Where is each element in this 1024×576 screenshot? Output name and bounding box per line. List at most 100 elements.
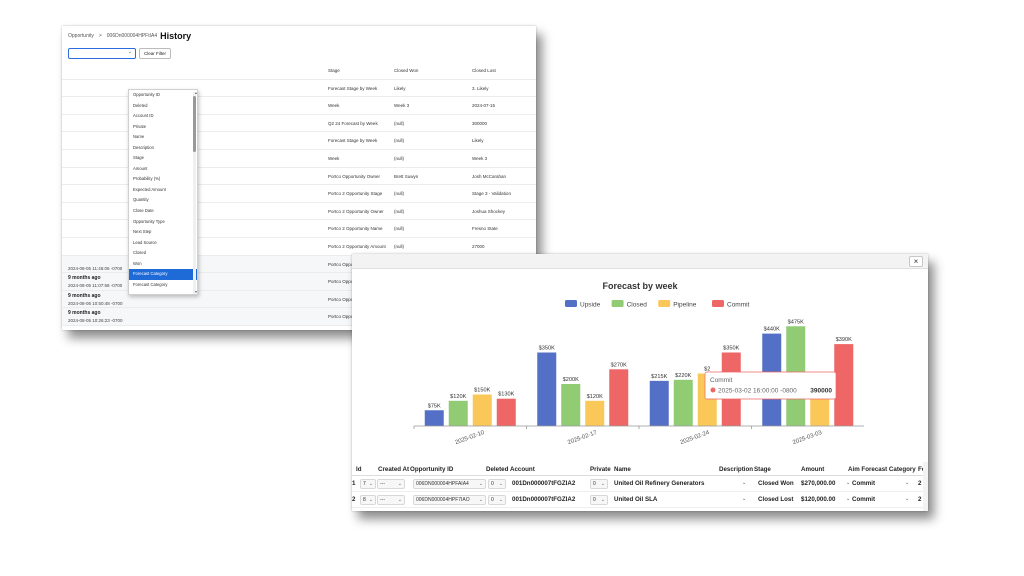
close-button[interactable]: ×	[909, 256, 923, 267]
bar-commit[interactable]	[834, 344, 854, 426]
history-row-field: Week	[328, 103, 340, 109]
bar-pipeline[interactable]	[585, 400, 605, 426]
chevron-down-icon[interactable]: ⌄	[600, 481, 605, 487]
legend-swatch[interactable]	[565, 300, 577, 307]
bar-upside[interactable]	[649, 380, 669, 426]
grid-header-cell[interactable]: Description	[719, 466, 754, 473]
private-field[interactable]: 0 ⌄	[590, 495, 608, 505]
dropdown-option[interactable]: Expected Amount	[133, 186, 166, 192]
chevron-down-icon[interactable]: ⌄	[368, 497, 373, 503]
dropdown-option[interactable]: Private	[133, 123, 147, 129]
bar-data-label: $390K	[836, 337, 852, 343]
dropdown-scroll-thumb[interactable]	[193, 96, 196, 152]
grid-header-cell[interactable]: Id	[356, 466, 362, 473]
history-row-date: 2024-08-05 10:26:23 -0700	[68, 318, 123, 324]
legend-label[interactable]: Commit	[727, 302, 750, 309]
deleted-field[interactable]: 0 ⌄	[488, 495, 506, 505]
dropdown-option[interactable]: Next Step	[133, 229, 152, 235]
dropdown-option[interactable]: Won	[133, 260, 142, 266]
grid-header-cell[interactable]: Created At	[378, 466, 410, 473]
bar-upside[interactable]	[537, 352, 557, 427]
bar-upside[interactable]	[424, 410, 444, 426]
bar-commit[interactable]	[496, 398, 516, 426]
dropdown-option[interactable]: Stage	[133, 155, 144, 161]
grid-header-cell[interactable]: Account	[510, 466, 535, 473]
history-row-old-value: (null)	[394, 226, 405, 232]
field-dropdown-list[interactable]: Opportunity ID Deleted Account ID Private Na…	[128, 89, 198, 295]
breadcrumb-separator: >	[98, 33, 102, 39]
grid-header-cell[interactable]: Name	[614, 466, 631, 473]
grid-header-cell[interactable]: Stage	[754, 466, 771, 473]
dropdown-option[interactable]: Account ID	[133, 113, 154, 119]
id-field[interactable]: 8 ⌄	[360, 495, 376, 505]
dropdown-option[interactable]: Quantity	[133, 197, 149, 203]
chart-legend[interactable]: Upside Closed Pipeline Commit	[565, 300, 750, 309]
grid-header-cell[interactable]: Amount	[801, 466, 825, 473]
legend-swatch[interactable]	[611, 300, 624, 307]
stage-value: Closed Won	[758, 480, 794, 487]
grid-header-cell[interactable]: Opportunity ID	[410, 466, 454, 473]
opportunity-id-field[interactable]: 006DN000004HPFAIA4 ⌄	[413, 479, 486, 489]
legend-swatch[interactable]	[658, 300, 671, 307]
dropdown-option[interactable]: Opportunity Type	[133, 218, 165, 224]
chevron-down-icon[interactable]: ⌄	[905, 496, 910, 502]
grid-scrollbar[interactable]	[923, 462, 928, 511]
dropdown-option[interactable]: Name	[133, 134, 145, 140]
legend-label[interactable]: Closed	[627, 302, 648, 309]
dropdown-option[interactable]: Closed	[133, 250, 147, 256]
dropdown-option[interactable]: Opportunity ID	[133, 92, 160, 97]
created-at-field-value: ---	[380, 481, 385, 487]
deleted-field[interactable]: 0 ⌄	[488, 479, 506, 489]
chevron-down-icon[interactable]: ⌄	[846, 480, 851, 486]
legend-swatch[interactable]	[712, 300, 724, 307]
id-field[interactable]: 7 ⌄	[360, 479, 376, 489]
clear-filter-button[interactable]: Clear Filter	[139, 48, 172, 59]
chevron-down-icon[interactable]: ⌄	[742, 480, 747, 486]
bar-closed[interactable]	[561, 384, 581, 426]
grid-row[interactable]: 1 7 ⌄ --- ⌄ 006DN000004HPFAIA4 ⌄ 0 ⌄ 001Dn000007t…	[352, 476, 928, 492]
chevron-down-icon[interactable]: ⌄	[600, 497, 605, 503]
scroll-up-icon[interactable]: ▴	[194, 90, 197, 95]
chevron-down-icon[interactable]: ⌄	[742, 496, 747, 502]
breadcrumb-record[interactable]: 006Dn000004HPFtIA4	[106, 33, 158, 39]
field-filter-select[interactable]: ⌄	[68, 48, 136, 59]
bar-closed[interactable]	[448, 400, 468, 426]
dropdown-option[interactable]: Deleted	[133, 102, 148, 108]
breadcrumb-root[interactable]: Opportunity	[68, 33, 94, 39]
bar-data-label: $475K	[788, 319, 804, 325]
grid-header-cell[interactable]: Deleted	[486, 466, 509, 473]
bar-pipeline[interactable]	[472, 394, 492, 427]
legend-label[interactable]: Pipeline	[673, 302, 697, 309]
created-at-field[interactable]: --- ⌄	[377, 479, 405, 489]
grid-header-cell[interactable]: Private	[590, 466, 611, 473]
dropdown-option[interactable]: Forecast Category	[129, 269, 197, 280]
dropdown-option[interactable]: Lead Source	[133, 239, 157, 245]
opportunity-id-field[interactable]: 006DN000004HPF7IAO ⌄	[413, 495, 486, 505]
chevron-down-icon[interactable]: ⌄	[478, 481, 483, 487]
dropdown-scrollbar[interactable]	[193, 92, 196, 294]
chevron-down-icon[interactable]: ⌄	[498, 481, 503, 487]
chevron-down-icon[interactable]: ⌄	[478, 497, 483, 503]
chevron-down-icon[interactable]: ⌄	[905, 480, 910, 486]
dropdown-option[interactable]: Probability (%)	[133, 176, 161, 182]
dropdown-option[interactable]: Description	[133, 144, 154, 150]
chevron-down-icon[interactable]: ⌄	[397, 497, 402, 503]
created-at-field[interactable]: --- ⌄	[377, 495, 405, 505]
chevron-down-icon[interactable]: ⌄	[498, 497, 503, 503]
chevron-down-icon[interactable]: ⌄	[397, 481, 402, 487]
scroll-down-icon[interactable]: ▾	[194, 289, 197, 294]
legend-label[interactable]: Upside	[580, 302, 601, 309]
created-at-field-value: ---	[380, 497, 385, 503]
bar-commit[interactable]	[609, 369, 629, 426]
dropdown-option[interactable]: Close Date	[133, 208, 154, 214]
dropdown-option[interactable]: Forecast Category	[133, 281, 168, 287]
chevron-down-icon[interactable]: ⌄	[846, 496, 851, 502]
grid-header-cell[interactable]: Fo	[918, 466, 926, 473]
dropdown-option[interactable]: Amount	[133, 165, 148, 171]
grid-header-cell[interactable]: Aim Forecast Category	[848, 466, 916, 473]
bar-closed[interactable]	[673, 379, 693, 426]
private-field[interactable]: 0 ⌄	[590, 479, 608, 489]
grid-row[interactable]: 2 8 ⌄ --- ⌄ 006DN000004HPF7IAO ⌄ 0 ⌄ 001Dn000007t…	[352, 492, 928, 508]
chevron-down-icon: ⌄	[127, 49, 132, 55]
chevron-down-icon[interactable]: ⌄	[368, 481, 373, 487]
